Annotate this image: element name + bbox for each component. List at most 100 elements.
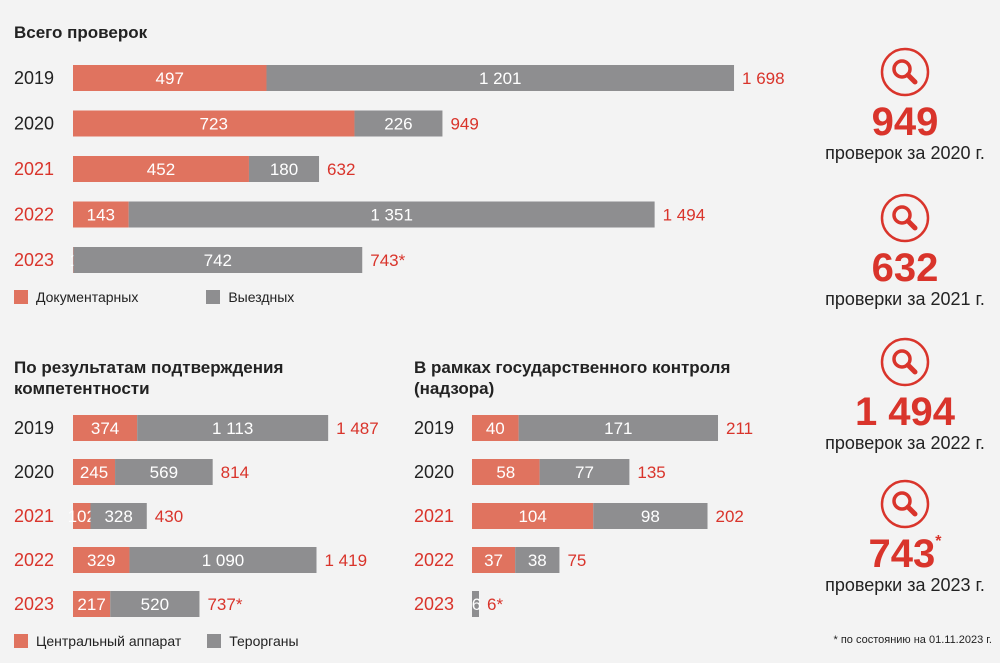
competence-year-label: 2023	[14, 594, 54, 614]
stat-2021: 632 проверки за 2021 г.	[810, 192, 1000, 310]
chart-title-competence-line-1: По результатам подтверждения	[14, 358, 284, 377]
state-control-year-label: 2022	[414, 550, 454, 570]
total-bar-value-label: 143	[87, 206, 115, 225]
competence-total-label: 1 487	[336, 419, 379, 438]
state-control-bar-primary	[472, 503, 594, 529]
chart-title-competence-line-2: компетентности	[14, 379, 150, 398]
total-bar-secondary	[128, 201, 655, 228]
state-control-bar-secondary	[515, 547, 560, 573]
total-year-label: 2022	[14, 205, 54, 225]
competence-bar-value-label: 217	[77, 595, 105, 614]
legend-swatch-onsite	[206, 290, 221, 304]
state-control-year-label: 2021	[414, 506, 454, 526]
state-control-bar-value-label: 37	[484, 551, 503, 570]
stat-2023: 743* проверки за 2023 г.	[810, 478, 1000, 596]
state-control-bar-value-label: 58	[496, 463, 515, 482]
competence-bar-value-label: 1 113	[212, 419, 253, 438]
competence-bar-value-label: 374	[91, 419, 119, 438]
stat-caption: проверок за 2020 г.	[825, 143, 985, 163]
total-bar-value-label: 1 201	[479, 69, 522, 88]
chart-title-state-control-line-1: В рамках государственного контроля	[414, 358, 731, 377]
legend-swatch-territorial	[207, 634, 222, 648]
chart-title-total: Всего проверок	[14, 23, 148, 42]
competence-bar-primary	[73, 415, 138, 441]
total-bar-secondary	[248, 156, 320, 182]
total-bar-primary	[73, 156, 249, 182]
competence-year-label: 2020	[14, 462, 54, 482]
state-control-bar-secondary	[539, 459, 630, 485]
state-control-bar-primary	[472, 415, 519, 441]
state-control-total-label: 6*	[487, 595, 503, 614]
chart-title-state-control: В рамках государственного контроля (надз…	[414, 357, 730, 399]
stat-2022: 1 494 проверок за 2022 г.	[810, 336, 1000, 454]
legend-label-onsite: Выездных	[228, 289, 295, 305]
total-bar-value-label: 497	[156, 69, 184, 88]
state-control-bar-primary	[472, 547, 516, 573]
competence-year-label: 2021	[14, 506, 54, 526]
competence-bar-secondary	[137, 415, 329, 441]
legend-label-documentary: Документарных	[36, 289, 139, 305]
legend-competence: Центральный аппарат Терорганы	[14, 633, 299, 649]
total-bar-value-label: 226	[384, 115, 412, 134]
total-bar-value-label: 742	[204, 251, 232, 270]
total-bar-primary	[73, 201, 129, 228]
competence-total-label: 737*	[207, 595, 242, 614]
stat-value-number: 743	[868, 532, 936, 576]
competence-bar-primary	[73, 591, 111, 617]
state-control-bar-secondary	[518, 415, 719, 441]
total-year-label: 2019	[14, 68, 54, 88]
total-total-label: 1 698	[742, 69, 785, 88]
total-year-label: 2020	[14, 114, 54, 134]
state-control-bar-value-label: 40	[486, 419, 505, 438]
competence-bar-value-label: 328	[104, 507, 132, 526]
total-bar-primary	[73, 110, 355, 137]
stat-value: 743*	[810, 532, 1000, 576]
footnote: * по состоянию на 01.11.2023 г.	[833, 634, 993, 646]
state-control-bar-value-label: 104	[518, 507, 546, 526]
competence-bar-value-label: 102	[68, 507, 96, 526]
total-year-label: 2021	[14, 159, 54, 179]
stat-2020: 949 проверок за 2020 г.	[810, 46, 1000, 164]
stat-value: 632	[871, 246, 939, 290]
competence-bar-primary	[73, 459, 116, 485]
state-control-total-label: 211	[726, 419, 753, 438]
state-control-year-label: 2019	[414, 418, 454, 438]
competence-total-label: 430	[155, 507, 183, 526]
magnifier-icon	[880, 47, 930, 97]
state-control-bar-primary	[472, 459, 540, 485]
competence-bar-value-label: 1 090	[202, 551, 245, 570]
total-total-label: 1 494	[663, 206, 706, 225]
magnifier-icon	[880, 337, 930, 387]
legend-swatch-central	[14, 634, 28, 648]
state-control-year-label: 2023	[414, 594, 454, 614]
stat-value: 1 494	[854, 390, 956, 434]
state-control-total-label: 135	[637, 463, 665, 482]
state-control-total-label: 75	[567, 551, 586, 570]
state-control-year-label: 2020	[414, 462, 454, 482]
competence-bar-secondary	[110, 591, 200, 617]
stat-asterisk: *	[935, 533, 942, 550]
magnifier-icon	[880, 479, 930, 529]
competence-bar-secondary	[129, 547, 317, 573]
legend-label-territorial: Терорганы	[229, 633, 299, 649]
competence-bar-value-label: 245	[80, 463, 108, 482]
state-control-bar-value-label: 77	[575, 463, 594, 482]
legend-swatch-documentary	[14, 290, 28, 304]
total-bar-value-label: 180	[270, 160, 298, 179]
total-total-label: 632	[327, 160, 355, 179]
chart-title-state-control-line-2: (надзора)	[414, 379, 495, 398]
stat-caption: проверки за 2023 г.	[825, 575, 985, 595]
legend-total: Документарных Выездных	[14, 289, 294, 305]
chart-title-competence: По результатам подтверждения компетентно…	[14, 357, 283, 399]
competence-bar-primary	[73, 547, 130, 573]
magnifier-icon	[880, 193, 930, 243]
state-control-bar-value-label: 98	[641, 507, 660, 526]
competence-total-label: 1 419	[325, 551, 368, 570]
total-total-label: 949	[450, 115, 478, 134]
total-bar-secondary	[73, 247, 363, 273]
total-bar-primary	[73, 65, 267, 91]
stat-value: 949	[871, 100, 939, 144]
competence-year-label: 2022	[14, 550, 54, 570]
competence-total-label: 814	[221, 463, 249, 482]
state-control-bar-value-label: 171	[604, 419, 632, 438]
